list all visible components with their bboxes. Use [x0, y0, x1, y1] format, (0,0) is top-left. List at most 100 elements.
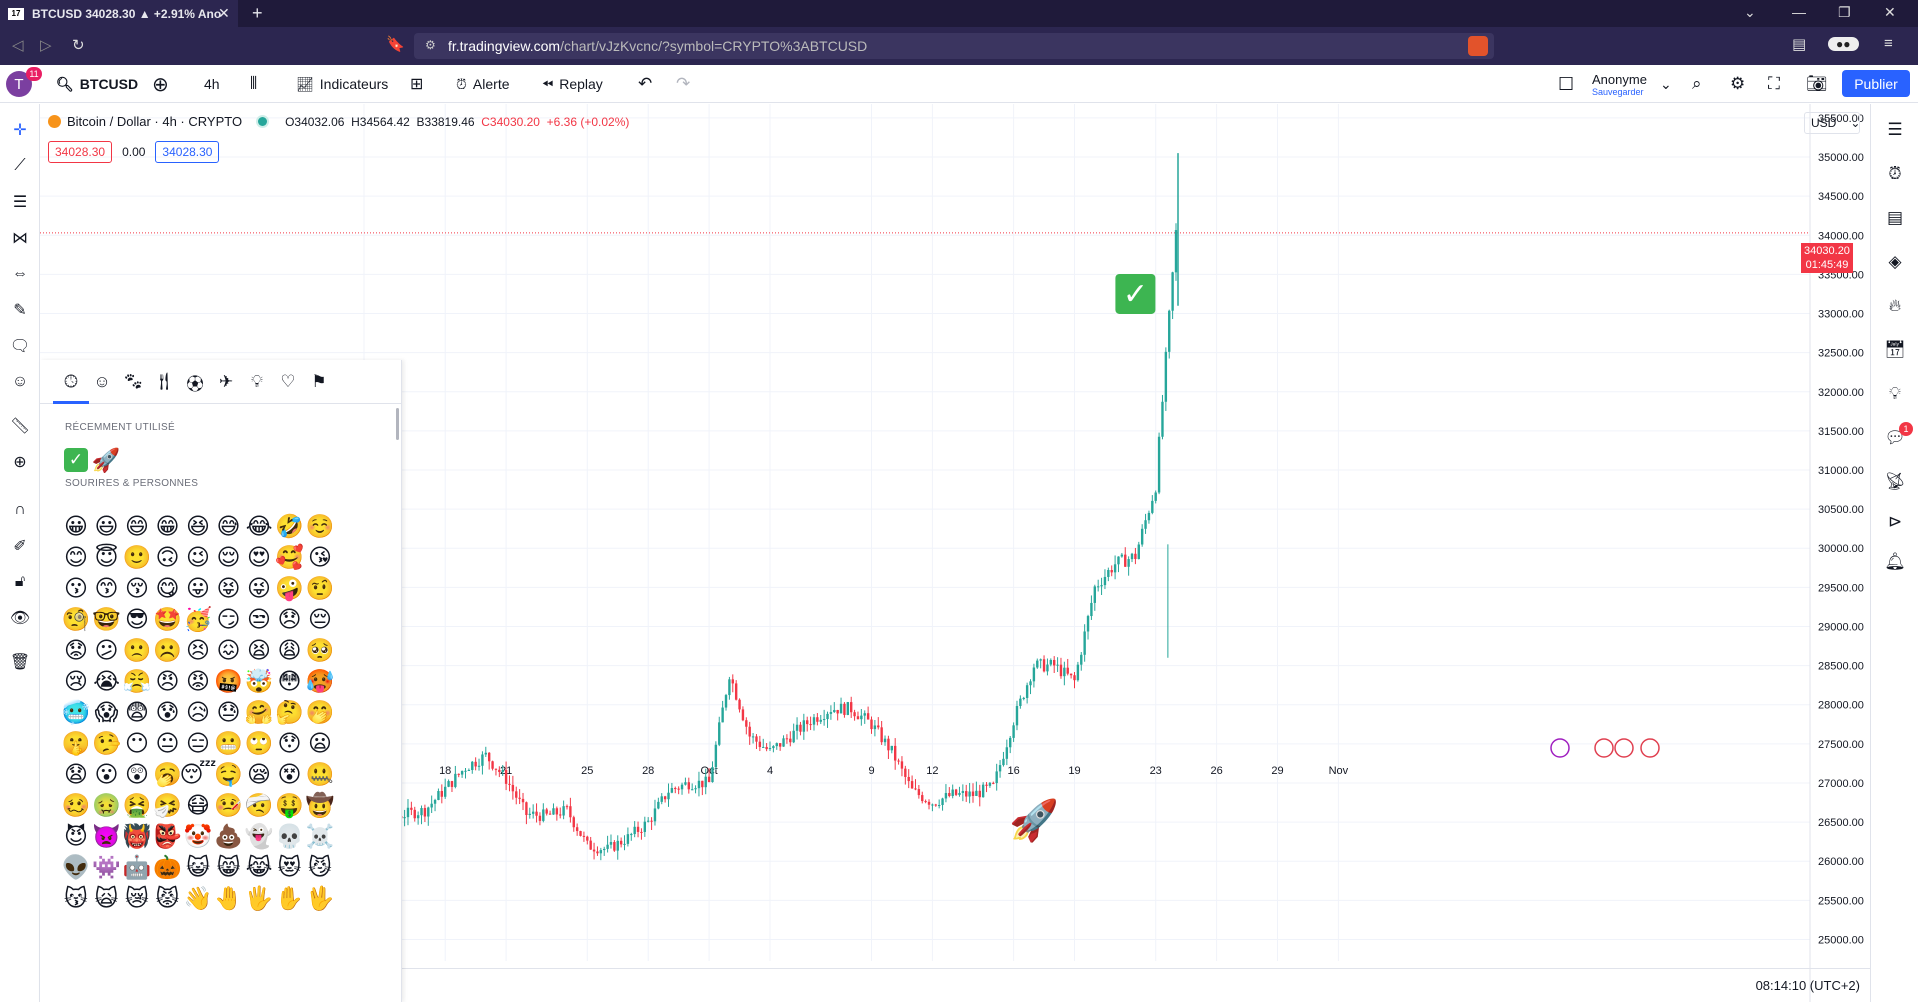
rocket-travel-icon[interactable]: ✈︎ [218, 372, 234, 391]
emoji-option[interactable]: 😆 [186, 512, 210, 539]
emoji-option[interactable]: 😂 [245, 512, 273, 539]
emoji-option[interactable]: 😭 [93, 667, 120, 694]
lightbulb-icon[interactable]: 💡︎ [251, 372, 263, 391]
object-tree-icon[interactable]: ▤ [1886, 208, 1904, 227]
emoji-option[interactable]: 🤨 [305, 574, 335, 601]
menu-icon[interactable]: ≡ [1884, 35, 1893, 52]
emoji-option[interactable]: 😾 [155, 884, 180, 911]
new-tab-icon[interactable]: + [252, 3, 263, 23]
emoji-option[interactable]: 😼 [308, 853, 332, 880]
tab-list-icon[interactable]: ⌄ [1744, 4, 1756, 20]
fullscreen-icon[interactable]: ⛶ [1768, 74, 1780, 93]
wallet-icon[interactable]: ●● [1828, 37, 1859, 51]
recent-clock-icon[interactable]: 🕓︎ [64, 372, 78, 391]
eye-icon[interactable]: 👁︎ [9, 610, 31, 627]
emoji-option[interactable]: 😙 [94, 574, 119, 601]
emoji-option[interactable]: 👾 [92, 853, 121, 880]
scrollbar[interactable] [396, 408, 399, 440]
emoji-option[interactable]: 😇 [94, 543, 119, 570]
redo-icon[interactable]: ↷ [676, 74, 691, 93]
sidebar-icon[interactable]: ▤ [1792, 36, 1807, 53]
emoji-option[interactable]: 🧐 [61, 605, 91, 632]
emoji-option[interactable]: 🤚 [214, 884, 243, 911]
recent-emoji[interactable]: 🚀 [91, 446, 121, 473]
minimize-icon[interactable]: — [1792, 4, 1806, 20]
browser-tab[interactable]: 17 BTCUSD 34028.30 ▲ +2.91% Ano [0, 0, 238, 27]
emoji-option[interactable]: 😚 [125, 574, 149, 601]
currency-select[interactable]: USD ⌄ [1804, 112, 1860, 134]
reload-icon[interactable]: ↻ [72, 37, 85, 54]
emoji-option[interactable]: 😧 [64, 760, 88, 787]
emoji-option[interactable]: 😀 [64, 512, 88, 539]
emoji-option[interactable]: 😰 [155, 698, 180, 725]
calendar-icon[interactable]: 📅︎ [1884, 340, 1906, 359]
emoji-icon[interactable]: ☺ [11, 373, 29, 390]
emoji-option[interactable]: 🤐 [305, 760, 335, 787]
emoji-option[interactable]: 😹 [245, 853, 273, 880]
alert-button[interactable]: ⏰︎ Alerte [456, 65, 510, 103]
emoji-option[interactable]: 🙄 [244, 729, 274, 756]
indicators-button[interactable]: 📈︎ Indicateurs [296, 65, 388, 103]
emoji-option[interactable]: 👿 [92, 822, 121, 849]
emoji-option[interactable]: 🤖 [122, 853, 152, 880]
site-settings-icon[interactable]: ⚙ [425, 38, 436, 52]
emoji-option[interactable]: 😣 [186, 636, 210, 663]
emoji-option[interactable]: 😩 [277, 636, 302, 663]
emoji-option[interactable]: ☹️ [153, 636, 182, 663]
emoji-option[interactable]: 🥰 [275, 543, 304, 570]
emoji-option[interactable]: 😢 [64, 667, 88, 694]
emoji-option[interactable]: 🤪 [275, 574, 304, 601]
emoji-option[interactable]: 😔 [308, 605, 332, 632]
emoji-option[interactable]: 💩 [214, 822, 243, 849]
layouts-icon[interactable]: ⊞ [410, 76, 424, 93]
restore-icon[interactable]: ❐ [1838, 4, 1851, 20]
watchlist-icon[interactable]: ☰ [1887, 120, 1903, 139]
emoji-option[interactable]: 😽 [64, 884, 88, 911]
replay-button[interactable]: ⏪︎ Replay [542, 65, 603, 103]
brush-icon[interactable]: ✎ [13, 302, 27, 319]
trend-line-icon[interactable]: ⟋ [14, 157, 26, 174]
bookmark-icon[interactable]: 🔖 [386, 36, 405, 53]
emoji-option[interactable]: 😲 [125, 760, 149, 787]
food-icon[interactable]: 🍴︎ [153, 372, 175, 391]
chevron-down-icon[interactable]: ⌄ [1660, 75, 1672, 92]
emoji-option[interactable]: 🤔 [275, 698, 304, 725]
emoji-option[interactable]: 😄 [125, 512, 149, 539]
emoji-option[interactable]: 😷 [186, 791, 210, 818]
emoji-option[interactable]: 🥴 [61, 791, 91, 818]
emoji-option[interactable]: 😡 [186, 667, 210, 694]
emoji-option[interactable]: 😮 [94, 760, 119, 787]
account-save-button[interactable]: Anonyme Sauvegarder [1592, 65, 1647, 103]
emoji-option[interactable]: 🥺 [305, 636, 335, 663]
emoji-option[interactable]: 😜 [247, 574, 271, 601]
interval-button[interactable]: 4h [204, 76, 220, 92]
emoji-option[interactable]: 🎃 [153, 853, 182, 880]
emoji-option[interactable]: 😛 [186, 574, 210, 601]
emoji-option[interactable]: 🥱 [153, 760, 182, 787]
pattern-icon[interactable]: ⋈ [12, 230, 28, 247]
sell-button[interactable]: 34028.30 [48, 141, 113, 163]
symbol-search-button[interactable]: 🔍︎ BTCUSD [56, 65, 138, 103]
emoji-option[interactable]: 😪 [247, 760, 271, 787]
emoji-option[interactable]: 😍 [247, 543, 271, 570]
emoji-option[interactable]: 👋 [183, 884, 213, 911]
emoji-option[interactable]: 😵 [277, 760, 302, 787]
publish-button[interactable]: Publier [1842, 70, 1910, 97]
brave-shield-icon[interactable] [1468, 36, 1488, 56]
emoji-option[interactable]: 😅 [216, 512, 241, 539]
emoji-option[interactable]: 🤗 [244, 698, 274, 725]
emoji-option[interactable]: 😟 [64, 636, 88, 663]
emoji-option[interactable]: 😬 [214, 729, 243, 756]
emoji-option[interactable]: 🙀 [94, 884, 119, 911]
emoji-option[interactable]: 😥 [186, 698, 210, 725]
emoji-option[interactable]: 😓 [216, 698, 241, 725]
emoji-option[interactable]: 😴 [179, 760, 217, 787]
emoji-option[interactable]: 🤢 [92, 791, 121, 818]
emoji-option[interactable]: 😱 [94, 698, 119, 725]
close-tab-icon[interactable]: ✕ [218, 5, 230, 21]
emoji-option[interactable]: 🤣 [275, 512, 304, 539]
emoji-option[interactable]: 🤒 [214, 791, 243, 818]
settings-gear-icon[interactable]: ⚙ [1730, 74, 1746, 93]
back-icon[interactable]: ◁ [12, 37, 24, 54]
emoji-option[interactable]: 😖 [216, 636, 241, 663]
